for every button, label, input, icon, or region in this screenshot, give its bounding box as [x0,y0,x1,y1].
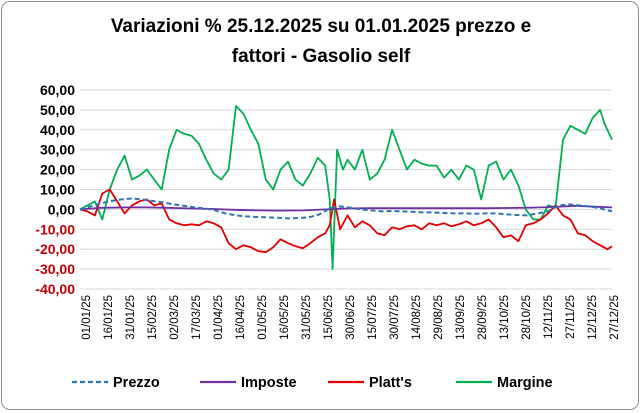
x-tick-label: 27/11/25 [565,295,577,339]
y-tick-label: -30,00 [35,261,75,277]
x-tick-label: 27/12/25 [609,295,621,340]
x-tick-label: 15/06/25 [323,295,335,340]
y-tick-label: 0,00 [48,201,75,217]
y-tick-label: 30,00 [40,142,75,158]
x-tick-label: 28/09/25 [477,295,489,340]
y-tick-label: -20,00 [35,241,75,257]
x-tick-label: 16/04/25 [235,295,247,340]
x-tick-label: 30/07/25 [389,295,401,340]
x-tick-label: 01/04/25 [213,295,225,340]
x-tick-label: 29/08/25 [433,295,445,340]
legend: Prezzo Imposte Platt's Margine [72,375,553,391]
y-tick-label: -10,00 [35,221,75,237]
y-axis: 60,00 50,00 40,00 30,00 20,00 10,00 0,00 -10,00… [35,82,75,297]
y-tick-label: 50,00 [40,102,75,118]
legend-label: Prezzo [113,375,160,391]
plot-area [79,105,613,271]
x-axis: 01/01/25 16/01/25 31/01/25 15/02/25 02/03/25… [81,295,621,340]
x-tick-label: 01/01/25 [81,295,93,340]
x-tick-label: 13/09/25 [455,295,467,340]
series-line-platts [79,188,613,254]
y-tick-label: 10,00 [40,182,75,198]
x-tick-label: 14/08/25 [411,295,423,340]
x-tick-label: 31/01/25 [125,295,137,340]
x-tick-label: 12/12/25 [587,295,599,340]
x-tick-label: 12/11/25 [543,295,555,339]
series-line-margine [79,105,613,271]
y-tick-label: 40,00 [40,122,75,138]
y-tick-label: -40,00 [35,281,75,297]
x-tick-label: 16/05/25 [279,295,291,340]
x-tick-label: 28/10/25 [521,295,533,340]
x-tick-label: 17/03/25 [191,295,203,340]
chart-title-line-1: Variazioni % 25.12.2025 su 01.01.2025 pr… [110,16,532,37]
y-tick-label: 60,00 [40,82,75,98]
x-tick-label: 31/05/25 [301,295,313,340]
y-tick-label: 20,00 [40,162,75,178]
x-tick-label: 13/10/25 [499,295,511,340]
chart-title-line-2: fattori - Gasolio self [231,46,411,67]
x-tick-label: 15/07/25 [367,295,379,340]
legend-label: Imposte [241,375,297,391]
legend-label: Platt's [369,375,412,391]
x-tick-label: 02/03/25 [169,295,181,340]
x-tick-label: 16/01/25 [103,295,115,340]
x-tick-label: 30/06/25 [345,295,357,340]
x-tick-label: 01/05/25 [257,295,269,340]
x-tick-label: 15/02/25 [147,295,159,340]
gridlines [80,89,612,290]
series-line-prezzo [79,197,613,220]
legend-label: Margine [497,375,553,391]
